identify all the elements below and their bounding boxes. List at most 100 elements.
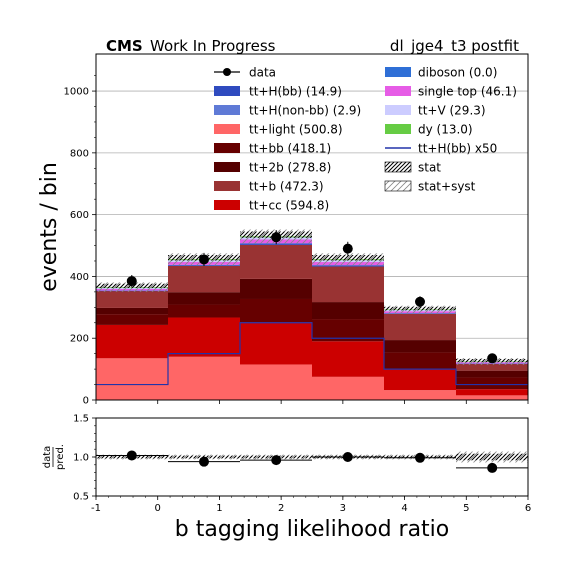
stack-bar [384, 369, 456, 391]
main-frame [95, 53, 529, 401]
legend-swatch [385, 124, 411, 134]
stack-bar [312, 341, 385, 377]
legend-label: tt+H(bb) (14.9) [249, 85, 342, 99]
x-ticks-main [95, 400, 529, 404]
legend-swatch [214, 124, 240, 134]
stack-bar [239, 278, 312, 299]
stack-bar [312, 265, 385, 266]
legend-hatch [384, 180, 412, 192]
stack-bar [312, 319, 385, 342]
legend-label: tt+cc (594.8) [249, 199, 329, 213]
stack-bar [168, 356, 240, 400]
ratio-panel: 0.5 1.0 1.5 -1 0 1 2 3 4 5 6 [73, 414, 531, 515]
stack-bar [312, 376, 385, 400]
main-panel: 0 200 400 600 800 1000 [64, 53, 529, 407]
stack-bar [96, 314, 169, 325]
stack-bar [384, 390, 456, 400]
y-tick-label: 0 [83, 396, 89, 407]
x-tick-label: 4 [401, 503, 407, 514]
x-tick-label: 2 [278, 503, 284, 514]
stack-bar [96, 307, 169, 315]
legend-label: tt+bb (418.1) [249, 142, 331, 156]
x-tick-label: 6 [525, 503, 531, 514]
stack-bar [96, 324, 169, 359]
stack-bar [384, 340, 456, 353]
x-tick-label: 5 [463, 503, 469, 514]
signal-line [96, 322, 528, 386]
stat-band [312, 255, 385, 261]
legend-label: single top (46.1) [418, 85, 517, 99]
y-tick-label: 600 [70, 210, 89, 221]
ratio-point [415, 452, 425, 463]
ratio-frame [95, 417, 529, 497]
ratio-point [487, 462, 498, 473]
stack-bar [455, 377, 528, 390]
experiment-label: CMS [106, 37, 143, 55]
legend-swatch [214, 181, 240, 191]
stack-bar [239, 244, 312, 279]
stack-bar [239, 322, 312, 365]
ratio-y-tick-label: 1.0 [73, 453, 89, 464]
legend-swatch [214, 143, 240, 153]
ratio-stat-band [455, 453, 528, 461]
x-tick-label: 0 [155, 503, 161, 514]
x-ticks: -1 0 1 2 3 4 5 6 [91, 496, 531, 514]
stack-bar [96, 358, 169, 400]
stack-bar [239, 364, 312, 400]
ratio-y-tick-label: 0.5 [73, 492, 89, 503]
legend-swatch [385, 105, 411, 115]
legend-label: tt+V (29.3) [418, 104, 486, 118]
legend-swatch [385, 86, 411, 96]
stat-band [384, 306, 456, 311]
stack-bar [384, 313, 456, 341]
ratio-point [126, 450, 137, 461]
data-point [415, 296, 425, 307]
legend-swatch [214, 86, 240, 96]
ratio-y-label: data pred. [42, 444, 66, 470]
stack-bar [455, 389, 528, 396]
legend: data tt+H(bb) (14.9) tt+H(non-bb) (2.9) tt+… [214, 66, 517, 213]
x-tick-label: 1 [216, 503, 222, 514]
legend-label: tt+2b (278.8) [249, 161, 331, 175]
stack-bar [168, 317, 240, 357]
y-axis-label: events / bin [37, 162, 62, 292]
y-tick-label: 400 [70, 272, 89, 283]
data-point [271, 232, 282, 243]
legend-swatch [214, 105, 240, 115]
stack-bar [384, 313, 456, 314]
data-point [487, 353, 498, 364]
legend-label: tt+H(non-bb) (2.9) [249, 104, 361, 118]
region-label: dl_jge4_t3 postfit [390, 37, 519, 56]
y-tick-label: 200 [70, 334, 89, 345]
legend-swatch [385, 67, 411, 77]
ratio-y-tick-label: 1.5 [73, 414, 89, 425]
stack-bar [312, 266, 385, 303]
y-ticks: 0 200 400 600 800 1000 [64, 75, 96, 407]
legend-data-marker [223, 68, 231, 76]
svg-text:pred.: pred. [55, 444, 66, 470]
stack-bar [239, 298, 312, 323]
legend-label: tt+light (500.8) [249, 123, 343, 137]
stack-bar [455, 395, 528, 400]
ratio-point [271, 455, 282, 466]
main-grid [96, 90, 528, 339]
svg-text:data: data [42, 446, 53, 469]
legend-label: dy (13.0) [418, 123, 473, 137]
data-point [199, 254, 209, 265]
stack-bar [168, 304, 240, 318]
status-label: Work In Progress [150, 37, 276, 55]
y-tick-label: 800 [70, 148, 89, 159]
stack-bar [384, 352, 456, 370]
legend-swatch [214, 162, 240, 172]
stack-bar [96, 290, 169, 308]
y-tick-label: 1000 [64, 87, 89, 98]
ratio-point [342, 452, 353, 462]
x-tick-label: 3 [340, 503, 346, 514]
ratio-points [96, 450, 528, 473]
stack-bars [96, 236, 528, 400]
legend-label: diboson (0.0) [418, 66, 497, 80]
legend-label: tt+H(bb) x50 [418, 142, 497, 156]
stack-bar [168, 292, 240, 305]
ratio-y-ticks: 0.5 1.0 1.5 [73, 414, 96, 503]
